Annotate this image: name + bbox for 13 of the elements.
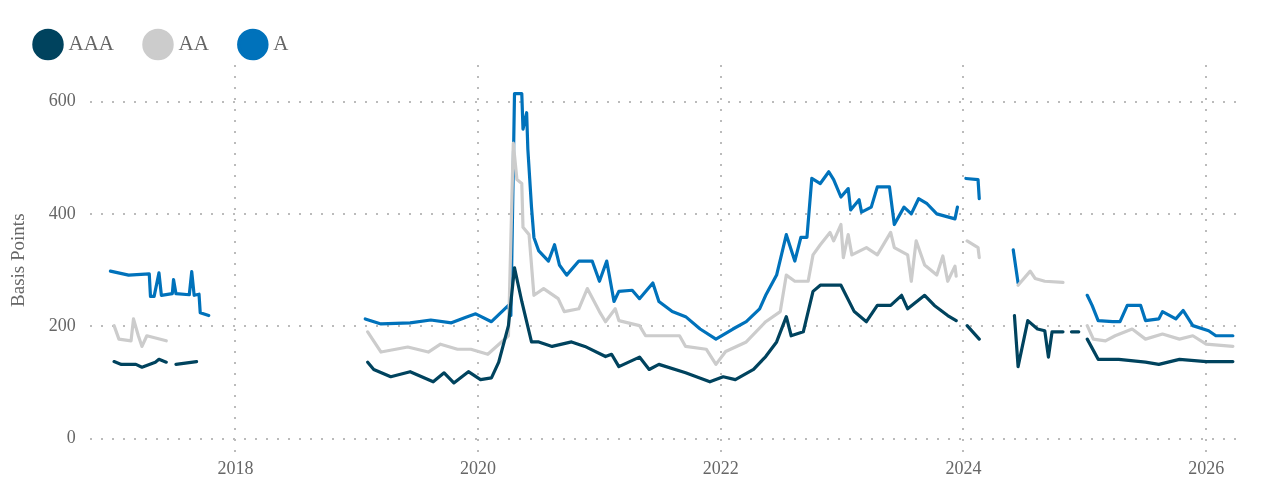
x-tick-label: 2018 (217, 457, 254, 478)
y-tick-label: 400 (48, 202, 76, 223)
y-tick-label: 600 (48, 90, 76, 111)
legend-label: AA (178, 31, 210, 56)
legend-label: AAA (68, 31, 115, 56)
x-tick-label: 2022 (702, 457, 739, 478)
y-axis-title: Basis Points (7, 213, 29, 307)
legend-label: A (273, 31, 290, 56)
x-tick-label: 2026 (1188, 457, 1225, 478)
y-tick-label: 0 (66, 427, 76, 448)
x-tick-label: 2020 (460, 457, 497, 478)
y-tick-label: 200 (48, 314, 76, 335)
x-tick-label: 2024 (945, 457, 982, 478)
